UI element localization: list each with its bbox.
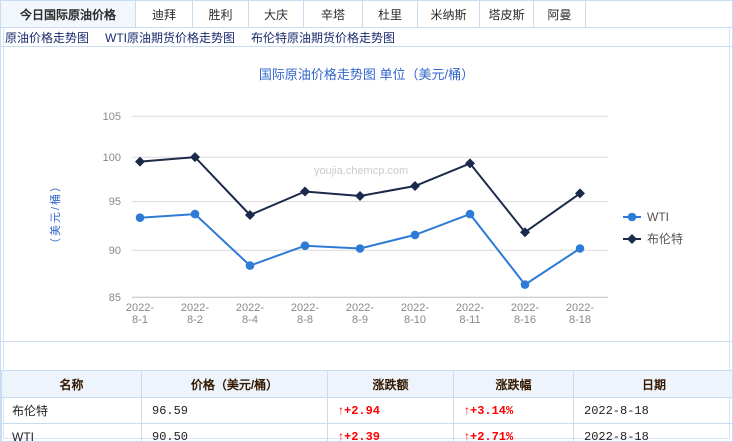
svg-text:2022-: 2022- (236, 302, 264, 314)
svg-text:2022-: 2022- (126, 302, 154, 314)
svg-text:105: 105 (103, 111, 121, 123)
svg-text:90: 90 (109, 245, 121, 257)
svg-text:8-9: 8-9 (352, 314, 368, 326)
svg-text:95: 95 (109, 196, 121, 208)
svg-text:2022-: 2022- (401, 302, 429, 314)
svg-text:100: 100 (103, 152, 121, 164)
svg-text:2022-: 2022- (291, 302, 319, 314)
svg-text:2022-: 2022- (456, 302, 484, 314)
svg-text:8-2: 8-2 (187, 314, 203, 326)
svg-text:WTI: WTI (647, 210, 669, 224)
svg-text:布伦特: 布伦特 (647, 231, 683, 246)
svg-text:8-10: 8-10 (404, 314, 426, 326)
svg-text:85: 85 (109, 292, 121, 304)
svg-text:8-11: 8-11 (459, 314, 480, 326)
svg-text:2022-: 2022- (181, 302, 209, 314)
svg-text:2022-: 2022- (511, 302, 539, 314)
svg-text:8-18: 8-18 (569, 314, 591, 326)
svg-text:8-16: 8-16 (514, 314, 536, 326)
svg-text:2022-: 2022- (346, 302, 374, 314)
svg-text:8-1: 8-1 (132, 314, 148, 326)
svg-text:8-4: 8-4 (242, 314, 258, 326)
svg-text:2022-: 2022- (566, 302, 594, 314)
svg-text:8-8: 8-8 (297, 314, 313, 326)
